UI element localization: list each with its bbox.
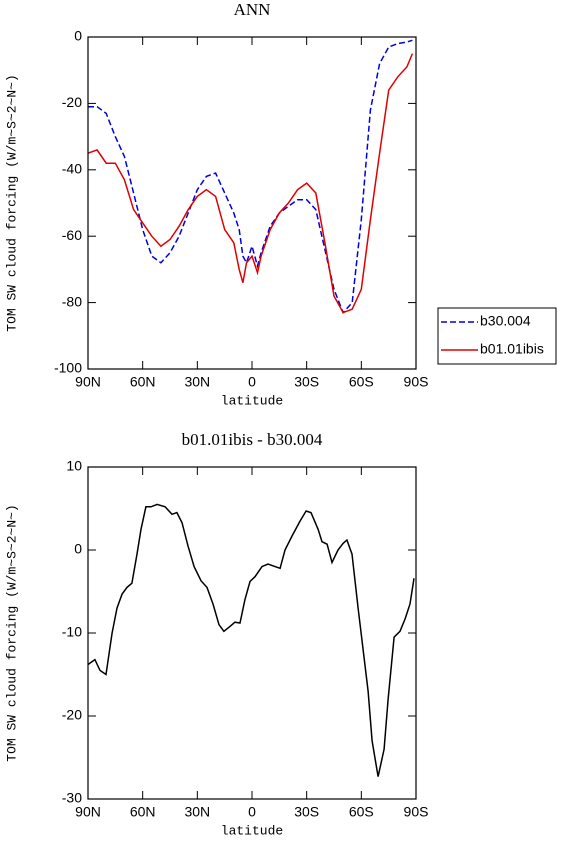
y-tick-label: -100 [54, 360, 82, 376]
chart-title: ANN [234, 0, 271, 19]
y-tick-label: -40 [62, 161, 82, 177]
data-line [88, 39, 413, 314]
x-tick-label: 30S [294, 804, 319, 820]
y-tick-label: -80 [62, 293, 82, 309]
legend-box [437, 307, 557, 365]
y-tick-label: -60 [62, 227, 82, 243]
x-tick-label: 90N [75, 804, 101, 820]
chart-title: b01.01ibis - b30.004 [182, 430, 323, 449]
x-axis-label: latitude [221, 393, 283, 408]
legend-label: b01.01ibis [480, 341, 544, 357]
y-tick-label: 10 [66, 458, 82, 474]
data-line [87, 53, 414, 314]
x-axis-label: latitude [221, 823, 283, 838]
x-tick-label: 30S [294, 374, 319, 390]
y-tick-label: 0 [74, 28, 82, 44]
y-axis-label: TOM SW cloud forcing (W/m~S~2~N~) [4, 504, 19, 761]
plot-frame [87, 466, 417, 800]
x-tick-label: 60S [349, 374, 374, 390]
x-tick-label: 30N [184, 374, 210, 390]
x-tick-label: 30N [184, 804, 210, 820]
y-axis-label: TOM SW cloud forcing (W/m~S~2~N~) [4, 74, 19, 331]
x-tick-label: 60N [130, 804, 156, 820]
x-tick-label: 60S [349, 804, 374, 820]
y-tick-label: -20 [62, 94, 82, 110]
y-tick-label: 0 [74, 541, 82, 557]
y-tick-label: -10 [62, 624, 82, 640]
x-tick-label: 90N [75, 374, 101, 390]
x-tick-label: 90S [404, 804, 429, 820]
x-tick-label: 0 [248, 804, 256, 820]
x-tick-label: 0 [248, 374, 256, 390]
y-tick-label: -20 [62, 707, 82, 723]
x-tick-label: 60N [130, 374, 156, 390]
y-tick-label: -30 [62, 790, 82, 806]
x-tick-label: 90S [404, 374, 429, 390]
plot-frame [87, 36, 417, 370]
data-line [87, 503, 415, 777]
legend-label: b30.004 [480, 313, 531, 329]
